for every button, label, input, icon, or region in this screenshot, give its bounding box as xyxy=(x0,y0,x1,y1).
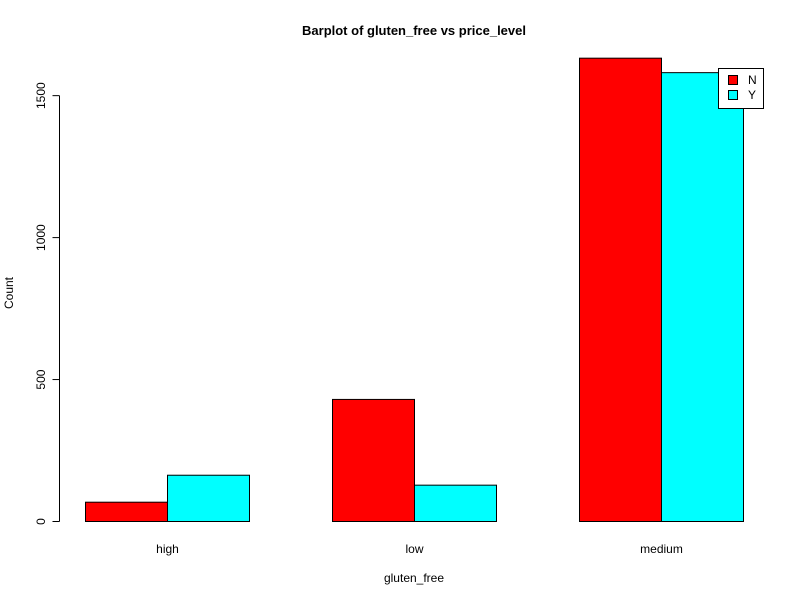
legend-swatch-N xyxy=(728,75,738,85)
y-tick-label: 500 xyxy=(34,369,48,389)
bar-medium-N xyxy=(579,57,662,522)
bar-high-Y xyxy=(167,474,250,523)
x-axis-label: gluten_free xyxy=(384,571,444,585)
legend-box xyxy=(718,68,764,109)
y-axis: 0 500 1000 1500 xyxy=(34,82,60,525)
y-tick-label: 0 xyxy=(34,518,48,525)
chart-title: Barplot of gluten_free vs price_level xyxy=(302,23,526,38)
bar-high-N xyxy=(85,501,168,522)
legend-label-Y: Y xyxy=(748,88,756,102)
legend-swatch-Y xyxy=(728,90,738,100)
y-tick-label: 1500 xyxy=(34,82,48,109)
bar-low-Y xyxy=(414,484,497,522)
legend-label-N: N xyxy=(748,73,757,87)
x-tick-label: high xyxy=(156,542,179,556)
x-tick-label: low xyxy=(405,542,423,556)
bar-medium-Y xyxy=(661,72,744,522)
x-axis-tick-labels: high low medium xyxy=(156,542,683,556)
legend: NY xyxy=(718,68,764,109)
bar-low-N xyxy=(332,398,415,523)
y-axis-label: Count xyxy=(2,276,16,309)
bars xyxy=(85,57,744,523)
y-tick-label: 1000 xyxy=(34,224,48,251)
x-tick-label: medium xyxy=(640,542,683,556)
